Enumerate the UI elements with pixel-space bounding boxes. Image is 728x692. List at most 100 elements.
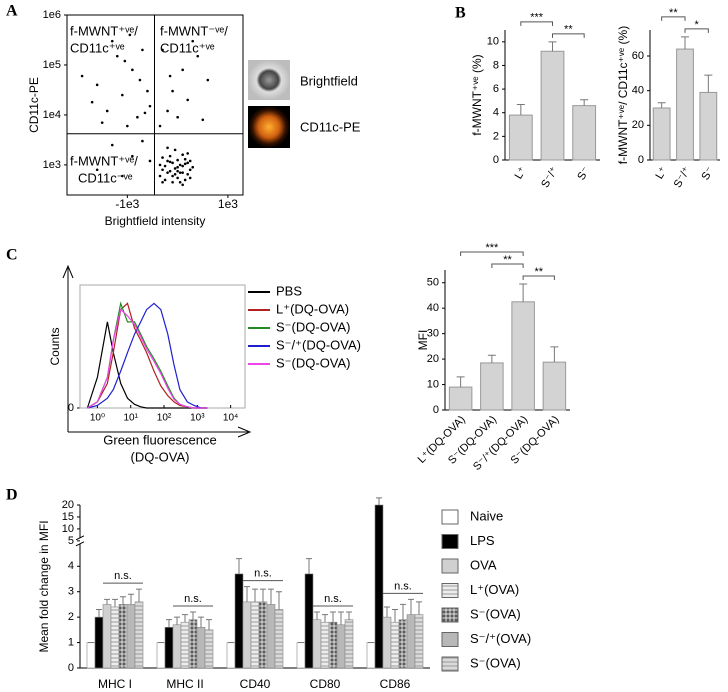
y-axis-label: f-MWNT⁺ᵛᵉ (%)	[470, 54, 484, 135]
point	[100, 121, 104, 124]
point	[176, 115, 179, 119]
legend-label: S⁻/⁺(OVA)	[470, 631, 531, 646]
legend-label: L⁺(DQ-OVA)	[276, 301, 349, 316]
x-axis-label: Brightfield intensity	[105, 214, 206, 228]
error-bar	[314, 611, 320, 620]
bar	[188, 619, 198, 669]
legend-label: OVA	[470, 557, 497, 572]
quadrant-label: f-MWNT⁻ᵛᵉ/	[160, 23, 228, 38]
legend-label: PBS	[276, 283, 302, 298]
annotation-label: n.s.	[184, 593, 202, 605]
point	[186, 172, 189, 176]
x-tick-label: MHC I	[98, 677, 132, 691]
point	[141, 48, 144, 52]
bar	[304, 573, 314, 669]
point	[166, 171, 169, 174]
point	[183, 162, 187, 166]
point	[121, 174, 124, 178]
point	[173, 172, 177, 176]
bar	[508, 114, 533, 161]
point	[168, 169, 172, 173]
point	[138, 78, 142, 82]
point	[178, 171, 182, 174]
y-tick-label: 40	[632, 85, 644, 97]
legend-label: Naive	[470, 508, 503, 523]
panel-label: B	[455, 5, 466, 22]
error-bar	[166, 619, 172, 628]
error-bar	[120, 596, 126, 605]
bar	[172, 624, 182, 669]
error-bar	[580, 99, 589, 106]
bar	[374, 504, 384, 669]
x-tick-label: S⁻	[699, 165, 716, 183]
significance-bracket	[684, 28, 709, 33]
bar	[480, 362, 504, 411]
error-bar	[657, 102, 666, 108]
y-tick-label: 1e6	[43, 9, 61, 21]
y-tick-label: 20	[632, 119, 644, 131]
point	[166, 159, 169, 163]
bar	[398, 619, 408, 669]
y-tick-label: 0	[493, 154, 499, 166]
point	[191, 165, 195, 169]
significance-bracket	[522, 275, 555, 280]
point	[105, 109, 109, 113]
point	[131, 68, 134, 72]
legend-label: S⁻(OVA)	[470, 606, 521, 621]
point	[186, 152, 189, 155]
x-axis-label: Green fluorescence	[103, 432, 216, 447]
point	[206, 78, 210, 82]
error-bar	[104, 598, 110, 605]
error-bar	[190, 611, 196, 620]
point	[181, 68, 184, 72]
panel-label: C	[6, 247, 18, 264]
quadrant-label: f-MWNT⁺ᵛᵉ/	[70, 153, 138, 168]
error-bar	[330, 611, 336, 623]
y-tick-label: 1	[68, 636, 74, 648]
x-tick-label: MHC II	[166, 677, 203, 691]
significance-label: ***	[485, 242, 499, 254]
point	[183, 157, 187, 161]
point	[168, 154, 172, 158]
bar	[406, 614, 416, 669]
point	[161, 156, 164, 159]
error-bar	[322, 614, 328, 623]
point	[148, 104, 152, 108]
bar	[328, 621, 338, 669]
x-tick-label: 10⁴	[223, 413, 238, 424]
x-tick-label: S⁻/⁺	[539, 165, 560, 190]
legend-swatch	[441, 607, 459, 623]
significance-label: **	[564, 24, 573, 36]
bar	[652, 107, 671, 161]
point	[110, 143, 114, 147]
error-bar	[96, 609, 102, 618]
plot-frame	[66, 14, 244, 196]
point	[181, 164, 184, 168]
y-tick-label: 1e5	[43, 59, 61, 71]
bar	[511, 301, 535, 411]
error-bar	[548, 41, 557, 52]
point	[95, 83, 99, 87]
bar	[366, 642, 376, 669]
image-label: Brightfield	[300, 73, 358, 88]
significance-label: **	[503, 254, 512, 266]
bar	[312, 619, 322, 669]
error-bar	[136, 588, 142, 602]
panel-label: A	[6, 3, 18, 20]
point	[163, 164, 167, 168]
error-bar	[236, 558, 242, 574]
annotation-label: n.s.	[324, 593, 342, 605]
x-tick-label: L⁺	[653, 165, 669, 181]
error-bar	[252, 588, 258, 602]
bar	[242, 601, 252, 669]
x-tick-label: S⁻	[575, 165, 592, 183]
quadrant-label: CD11c⁺ᵛᵉ	[70, 40, 125, 55]
y-axis-label: MFI	[416, 330, 430, 351]
error-bar	[487, 354, 496, 363]
significance-label: **	[534, 266, 543, 278]
y-tick-label: 40	[427, 302, 439, 314]
x-tick-label: S⁻/⁺	[672, 165, 693, 190]
quadrant-label: f-MWNT⁺ᵛᵉ/	[70, 23, 138, 38]
significance-bracket	[520, 21, 553, 26]
